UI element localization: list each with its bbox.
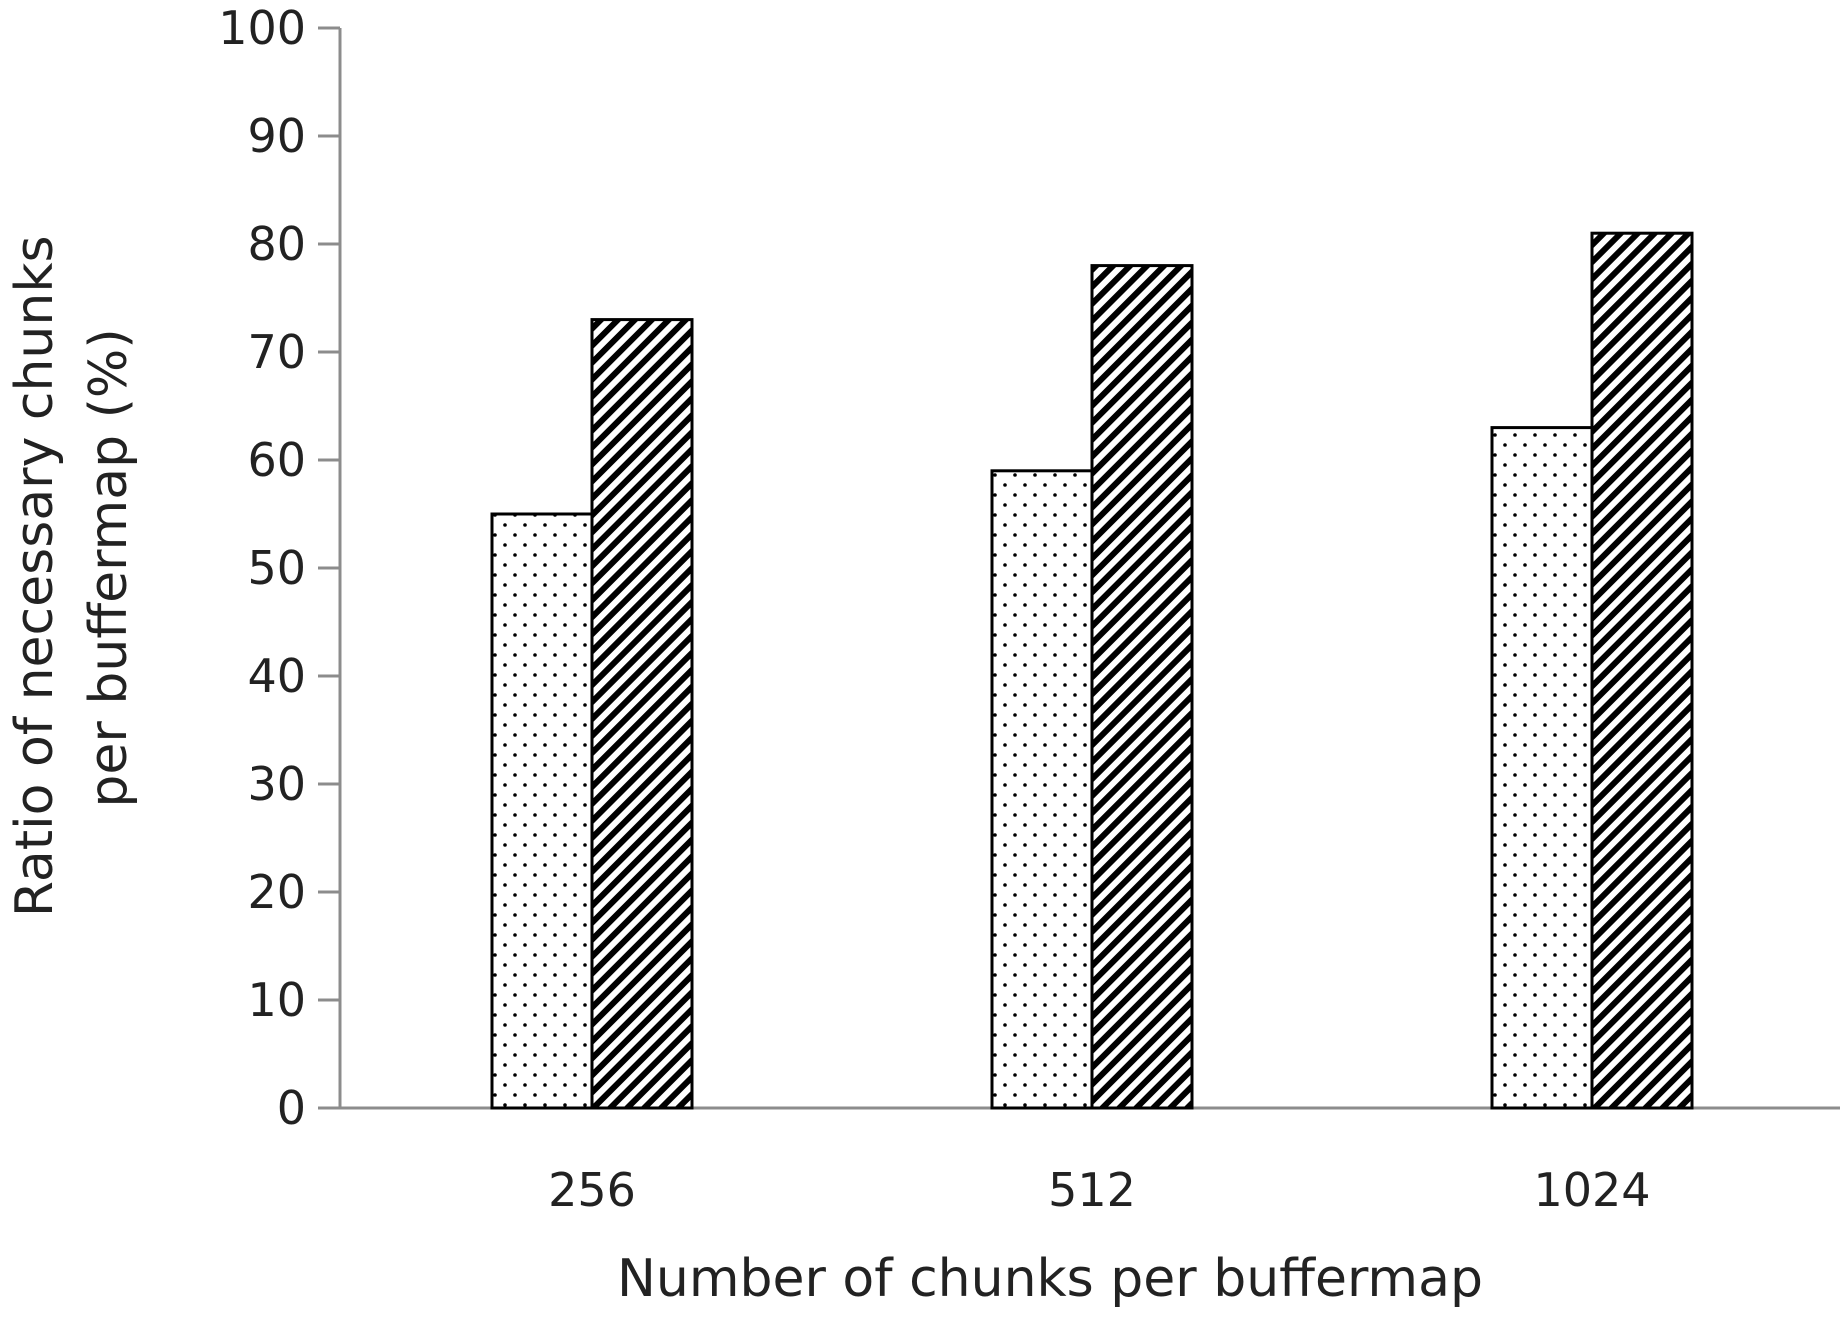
y-tick-label: 70 — [247, 325, 306, 379]
y-axis: 0 10 20 30 40 50 60 70 80 90 100 — [218, 1, 342, 1135]
y-tick-label: 0 — [277, 1081, 306, 1135]
bar-diagonal-hatch-512 — [1090, 264, 1194, 1110]
y-tick-label: 80 — [247, 217, 306, 271]
y-tick-label: 100 — [218, 1, 306, 55]
x-tick-label: 256 — [548, 1163, 636, 1217]
y-tick-label: 50 — [247, 541, 306, 595]
bar-dots-1024 — [1490, 426, 1594, 1110]
y-tick-label: 90 — [247, 109, 306, 163]
y-tick-label: 60 — [247, 433, 306, 487]
y-axis-title-line-2: per buffermap (%) — [79, 328, 139, 807]
y-axis-title-line-1: Ratio of necessary chunks — [5, 235, 65, 917]
y-axis-title: Ratio of necessary chunks per buffermap … — [5, 219, 139, 917]
y-tick-label: 10 — [247, 973, 306, 1027]
bar-dots-512 — [990, 469, 1094, 1110]
y-tick-label: 40 — [247, 649, 306, 703]
x-axis: 256 512 1024 — [340, 1106, 1840, 1217]
x-axis-title: Number of chunks per buffermap — [617, 1249, 1483, 1309]
bars — [490, 231, 1694, 1110]
y-tick-label: 20 — [247, 865, 306, 919]
bar-diagonal-hatch-256 — [590, 318, 694, 1110]
bar-dots-256 — [490, 512, 594, 1110]
y-tick-label: 30 — [247, 757, 306, 811]
x-tick-label: 1024 — [1533, 1163, 1650, 1217]
x-tick-label: 512 — [1048, 1163, 1136, 1217]
bar-diagonal-hatch-1024 — [1590, 231, 1694, 1110]
